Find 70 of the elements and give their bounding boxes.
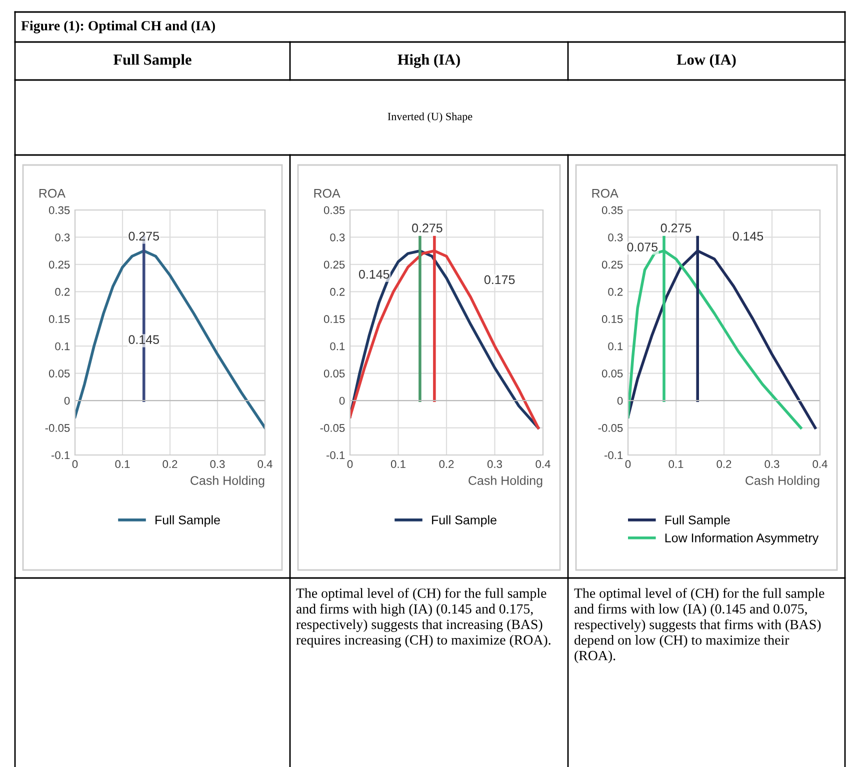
y-tick-label: 0.1: [55, 342, 70, 350]
x-tick-label: 0.4: [812, 460, 828, 468]
y-tick-label: 0: [617, 396, 623, 405]
chart-title: Low (IA): [676, 54, 736, 68]
legend-label: Low Information Asymmetry: [665, 533, 819, 545]
y-tick-label: 0: [64, 396, 70, 405]
y-tick-label: 0.05: [48, 370, 70, 378]
x-tick-label: 0.2: [162, 460, 178, 468]
y-tick-label: -0.05: [45, 424, 70, 432]
y-tick-label: 0.35: [48, 206, 70, 214]
x-axis-title: Cash Holding: [468, 476, 542, 488]
chart-subtitle: Inverted (U) Shape: [388, 112, 472, 123]
y-tick-label: 0.3: [55, 233, 70, 242]
y-tick-label: 0.3: [330, 233, 345, 242]
y-axis-title: ROA: [314, 188, 340, 198]
y-tick-label: 0.35: [324, 206, 345, 214]
y-tick-label: 0.25: [324, 260, 345, 269]
y-tick-label: 0.2: [330, 288, 345, 296]
y-tick-label: -0.05: [598, 424, 623, 432]
legend-label: Full Sample: [665, 515, 730, 527]
chart-title: Full Sample: [114, 54, 192, 68]
annotation: 0.145: [128, 335, 159, 344]
chart-title: High (IA): [398, 54, 460, 68]
y-axis-title: ROA: [592, 188, 618, 198]
y-tick-label: 0.2: [55, 288, 70, 296]
y-tick-label: 0.05: [324, 370, 345, 378]
annotation: 0.145: [358, 270, 390, 279]
annotation: 0.075: [627, 242, 658, 252]
x-tick-label: 0.4: [258, 460, 272, 468]
legend-label: Full Sample: [156, 515, 220, 527]
y-tick-label: -0.1: [326, 451, 345, 460]
annotation: 0.145: [732, 232, 764, 241]
x-tick-label: 0.2: [439, 460, 454, 468]
x-tick-label: 0.3: [764, 460, 780, 468]
y-tick-label: 0.15: [48, 315, 70, 324]
y-tick-label: -0.05: [320, 424, 345, 432]
y-tick-label: 0.25: [48, 260, 70, 269]
y-tick-label: 0.1: [608, 342, 623, 350]
y-tick-label: 0.15: [602, 315, 623, 324]
text: Figure (1): Optimal CH and (IA): [21, 20, 215, 34]
annotation: 0.275: [660, 224, 692, 232]
y-tick-label: 0.35: [602, 206, 623, 214]
line-series: [75, 249, 265, 430]
x-tick-label: 0.4: [536, 460, 550, 468]
y-tick-label: 0: [339, 396, 345, 405]
y-axis-title: ROA: [39, 188, 66, 198]
annotation: 0.175: [484, 275, 515, 284]
x-axis-title: Cash Holding: [746, 476, 820, 488]
x-tick-label: 0: [347, 460, 353, 468]
legend-label: Full Sample: [432, 515, 496, 527]
y-tick-label: 0.25: [602, 260, 623, 269]
text: The optimal level of (CH) for the full sample and firms with high (IA) (0.145 and 0.175, respectively) suggests that increasing (BAS) requires increasing (CH) to maximize (ROA).: [296, 588, 550, 648]
x-tick-label: 0.1: [390, 460, 406, 468]
annotation: 0.275: [412, 224, 442, 232]
x-tick-label: 0.3: [487, 460, 502, 468]
y-tick-label: 0.2: [608, 288, 623, 296]
x-tick-label: 0.1: [668, 460, 684, 468]
y-tick-label: 0.15: [324, 315, 345, 324]
y-tick-label: 0.05: [602, 370, 623, 378]
x-tick-label: 0.3: [210, 460, 225, 468]
x-tick-label: 0: [72, 460, 78, 468]
x-axis-title: Cash Holding: [190, 476, 264, 488]
y-tick-label: 0.3: [608, 233, 623, 242]
y-tick-label: 0.1: [330, 342, 345, 350]
x-tick-label: 0.2: [716, 460, 732, 468]
y-tick-label: -0.1: [51, 451, 70, 460]
y-tick-label: -0.1: [604, 451, 623, 460]
x-tick-label: 0: [625, 460, 631, 468]
x-tick-label: 0.1: [115, 460, 130, 468]
text: The optimal level of (CH) for the full sample and firms with low (IA) (0.145 and 0.075, respectively) suggests that firms with (BAS) depend on low (CH) to maximize their (ROA).: [574, 588, 824, 664]
